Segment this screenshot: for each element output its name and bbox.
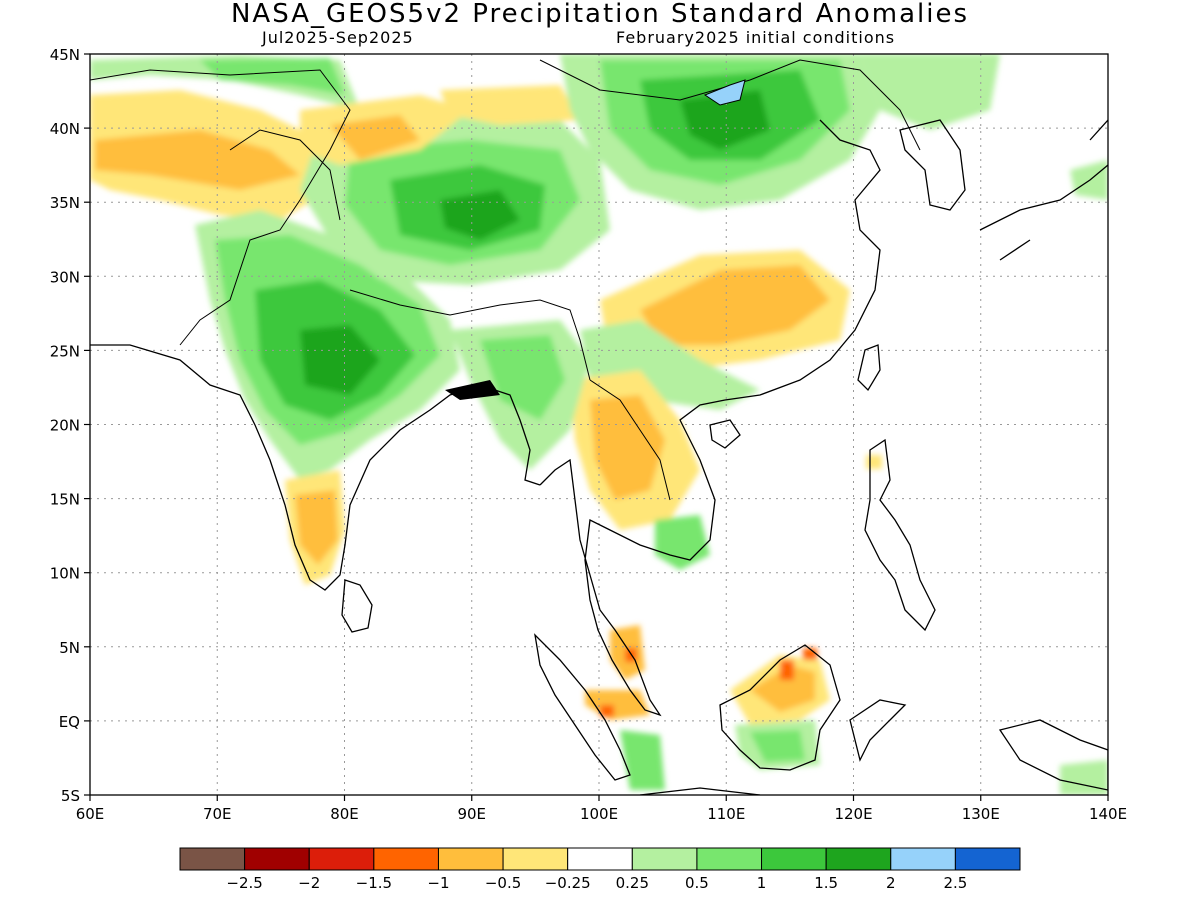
- colorbar-label: −2.5: [226, 874, 262, 892]
- colorbar-swatch: [825, 847, 892, 871]
- x-tick-label: 140E: [1089, 805, 1127, 823]
- colorbar-swatch: [761, 847, 827, 871]
- y-tick-label: 20N: [50, 417, 80, 435]
- colorbar-swatch: [890, 847, 956, 871]
- colorbar-swatch: [631, 847, 698, 871]
- colorbar-swatch: [373, 847, 439, 871]
- y-tick-label: 15N: [50, 491, 80, 509]
- colorbar-swatch: [437, 847, 504, 871]
- initial-conditions: February2025 initial conditions: [616, 28, 896, 47]
- y-tick-label: 30N: [50, 268, 80, 286]
- colorbar-label: 2.5: [943, 874, 967, 892]
- y-tick-label: 40N: [50, 120, 80, 138]
- y-axis: 45N 40N 35N 30N 25N 20N 15N 10N 5N EQ 5S: [50, 46, 90, 805]
- y-tick-label: EQ: [59, 713, 80, 731]
- colorbar-label: −0.5: [485, 874, 521, 892]
- colorbar-label: −0.25: [545, 874, 591, 892]
- x-tick-label: 130E: [962, 805, 1000, 823]
- x-tick-label: 120E: [834, 805, 872, 823]
- colorbar-label: −1: [427, 874, 449, 892]
- grid-lines: [90, 54, 1108, 795]
- x-tick-label: 110E: [707, 805, 745, 823]
- x-axis: 60E 70E 80E 90E 100E 110E 120E 130E 140E: [76, 795, 1127, 823]
- colorbar-swatch: [179, 847, 246, 871]
- colorbar-label: 1: [757, 874, 767, 892]
- x-tick-label: 80E: [330, 805, 359, 823]
- x-tick-label: 60E: [76, 805, 105, 823]
- coastlines: [90, 59, 1108, 795]
- colorbar-label: −1.5: [356, 874, 392, 892]
- colorbar-swatch: [954, 847, 1021, 871]
- y-tick-label: 5N: [59, 639, 80, 657]
- colorbar-swatch: [244, 847, 310, 871]
- y-tick-label: 35N: [50, 194, 80, 212]
- colorbar-label: 0.5: [685, 874, 709, 892]
- chart-title: NASA_GEOS5v2 Precipitation Standard Anom…: [230, 0, 970, 29]
- colorbar-label: 0.25: [616, 874, 649, 892]
- lake-baikal: [703, 79, 746, 106]
- colorbar: −2.5 −2 −1.5 −1 −0.5 −0.25 0.25 0.5 1 1.5 2 2.5: [179, 847, 1021, 892]
- anomaly-field: [90, 54, 1108, 795]
- y-tick-label: 10N: [50, 565, 80, 583]
- y-tick-label: 45N: [50, 46, 80, 64]
- colorbar-swatch: [567, 847, 633, 871]
- ganges-delta: [445, 380, 500, 400]
- y-tick-label: 5S: [61, 787, 80, 805]
- x-tick-label: 100E: [580, 805, 618, 823]
- x-tick-label: 90E: [457, 805, 486, 823]
- forecast-period: Jul2025-Sep2025: [262, 28, 414, 47]
- colorbar-label: 2: [886, 874, 896, 892]
- colorbar-label: −2: [298, 874, 320, 892]
- colorbar-swatch: [308, 847, 375, 871]
- colorbar-swatch: [502, 847, 569, 871]
- x-tick-label: 70E: [203, 805, 232, 823]
- y-tick-label: 25N: [50, 342, 80, 360]
- colorbar-swatch: [696, 847, 763, 871]
- colorbar-label: 1.5: [814, 874, 838, 892]
